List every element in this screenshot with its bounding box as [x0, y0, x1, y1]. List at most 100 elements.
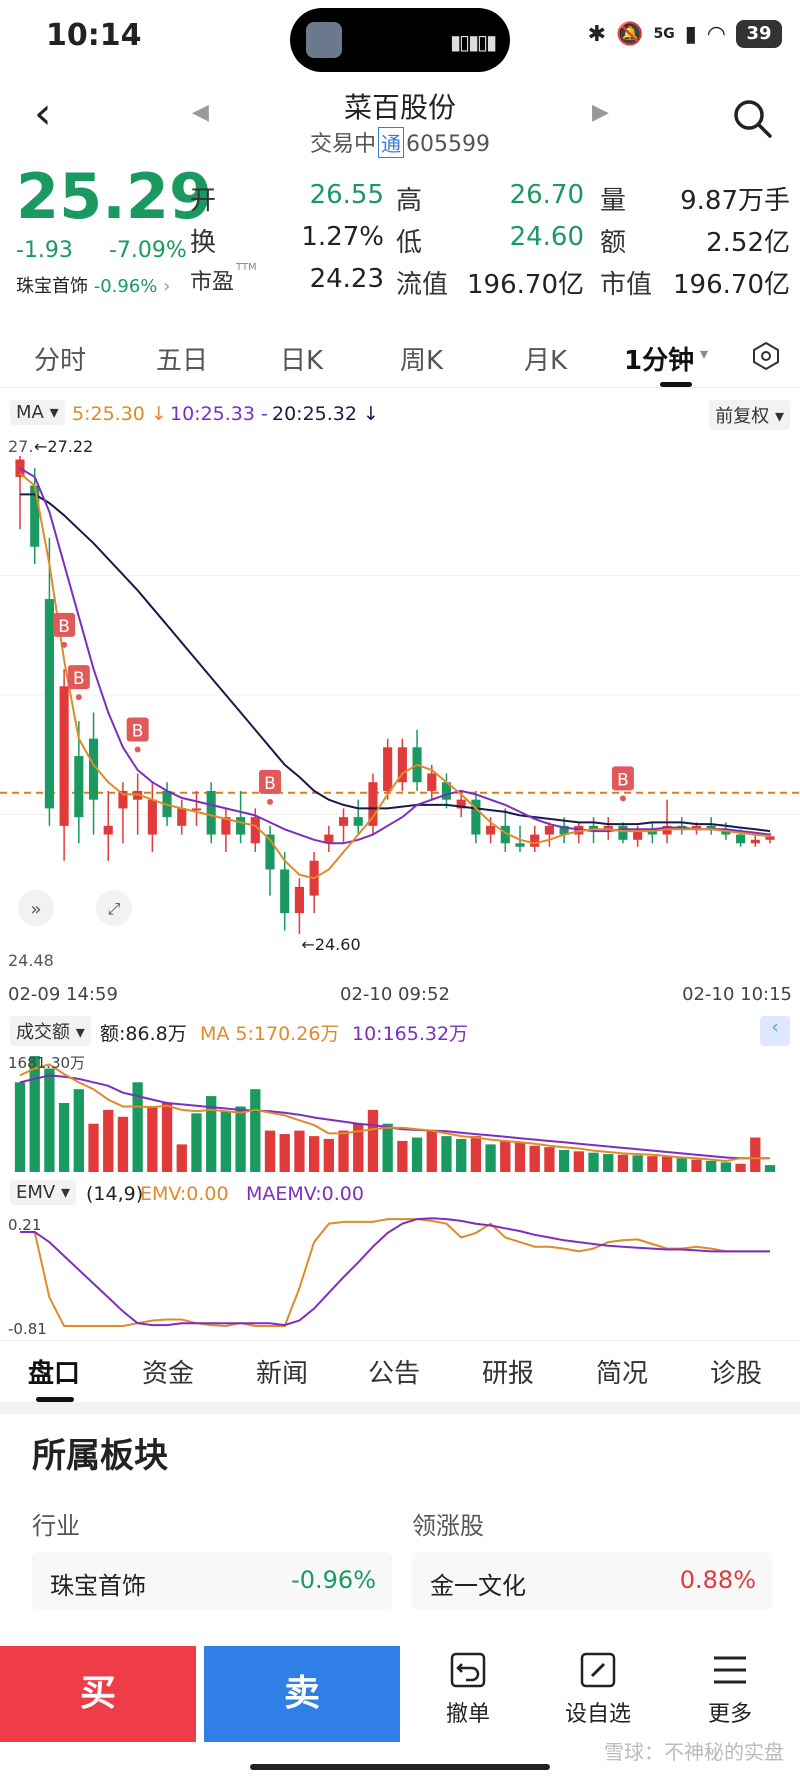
- candlestick-chart[interactable]: B B B B B 27. ←27.22 ←24.60 24.48 » ⤢: [0, 434, 800, 974]
- buy-button[interactable]: 买: [0, 1646, 196, 1742]
- adjust-text: 前复权: [715, 406, 770, 427]
- industry-name: 珠宝首饰: [50, 1572, 146, 1600]
- section-tab[interactable]: 诊股: [710, 1359, 763, 1389]
- period-tab[interactable]: 日K: [280, 346, 324, 376]
- add-watchlist-button[interactable]: 设自选: [548, 1650, 648, 1728]
- battery-icon: 39: [736, 20, 782, 48]
- industry-cell[interactable]: 珠宝首饰 -0.96%: [32, 1552, 392, 1610]
- quote-value: 26.55: [309, 180, 384, 210]
- period-dropdown-icon[interactable]: ▾: [700, 344, 709, 363]
- more-button[interactable]: 更多: [680, 1650, 780, 1728]
- dynamic-island[interactable]: ▮▯▮▯▮: [290, 8, 510, 72]
- section-tab[interactable]: 盘口: [28, 1359, 81, 1389]
- emv-selector[interactable]: EMV ▾: [10, 1180, 76, 1205]
- high-marker: ←27.22: [34, 437, 93, 456]
- volume-bar: [720, 1162, 732, 1172]
- price-change: -1.93 -7.09%: [16, 238, 187, 263]
- section-tab[interactable]: 资金: [142, 1359, 195, 1389]
- candle-body: [530, 834, 540, 847]
- volume-bar: [103, 1109, 114, 1172]
- ma20-text: 20:25.32: [272, 403, 357, 425]
- ma-name: MA: [16, 402, 44, 423]
- volume-bar: [735, 1163, 746, 1172]
- tong-badge: 通: [378, 127, 405, 158]
- candle-body: [706, 825, 716, 830]
- price-axis-bottom: 24.48: [8, 951, 54, 970]
- buy-signal-label: B: [58, 617, 70, 637]
- change-value: -1.93: [16, 238, 73, 263]
- volume-bar: [161, 1103, 173, 1172]
- edit-icon: [580, 1652, 616, 1688]
- section-tab[interactable]: 简况: [596, 1359, 649, 1389]
- period-tab[interactable]: 分时: [34, 346, 87, 376]
- candle-body: [74, 756, 84, 818]
- quote-value: 9.87万手: [680, 186, 790, 216]
- volume-bar: [544, 1147, 555, 1172]
- volume-bar: [647, 1156, 658, 1172]
- section-tab[interactable]: 新闻: [256, 1359, 309, 1389]
- candle-body: [500, 825, 510, 844]
- collapse-chevron-icon[interactable]: ‹: [760, 1016, 790, 1046]
- back-arrow-icon[interactable]: ‹: [34, 88, 52, 139]
- home-indicator[interactable]: [250, 1764, 550, 1770]
- volume-bar: [147, 1106, 158, 1172]
- candle-body: [294, 886, 304, 914]
- cancel-order-label: 撤单: [445, 1702, 490, 1727]
- wifi-icon: ◠: [706, 21, 726, 47]
- volume-bar: [308, 1136, 320, 1172]
- volume-bar: [588, 1152, 599, 1172]
- price-axis-top: 27.: [8, 437, 33, 456]
- prev-stock-icon[interactable]: ◀: [192, 100, 209, 125]
- cancel-order-button[interactable]: 撤单: [418, 1650, 518, 1728]
- emv-chart[interactable]: 0.21 -0.81: [0, 1212, 800, 1342]
- trading-status: 交易中: [310, 132, 377, 157]
- volume-bar: [750, 1137, 761, 1172]
- sell-button[interactable]: 卖: [204, 1646, 400, 1742]
- ma-legend: MA ▾ 5:25.30 ↓ 10:25.33 - 20:25.32 ↓ 前复权…: [0, 398, 800, 434]
- emv-legend: EMV ▾ (14,9) EMV:0.00 MAEMV:0.00: [0, 1180, 800, 1210]
- settings-hexagon-icon[interactable]: [750, 340, 782, 372]
- ma20-value: 20:25.32 ↓: [272, 403, 379, 425]
- period-tab[interactable]: 五日: [156, 346, 209, 376]
- volume-ma10: 10:165.32万: [352, 1023, 469, 1045]
- candle-body: [588, 825, 599, 830]
- low-marker: ←24.60: [301, 935, 360, 954]
- quote-label: 换: [190, 228, 217, 258]
- volume-bar: [132, 1082, 143, 1172]
- period-tab[interactable]: 1分钟: [624, 346, 695, 376]
- menu-icon: [714, 1656, 746, 1684]
- volume-selector[interactable]: 成交额 ▾: [10, 1016, 91, 1046]
- maemv-value: MAEMV:0.00: [246, 1183, 364, 1205]
- volume-bar: [294, 1130, 305, 1172]
- section-tab[interactable]: 公告: [368, 1359, 421, 1389]
- quote-label: 开: [190, 186, 217, 216]
- volume-bar: [691, 1159, 702, 1172]
- volume-bar: [661, 1156, 673, 1172]
- ma-selector[interactable]: MA ▾: [10, 400, 65, 425]
- search-icon[interactable]: [730, 96, 774, 140]
- candle-body: [765, 836, 775, 840]
- adjust-selector[interactable]: 前复权 ▾: [709, 400, 790, 430]
- quote-label-sup: TTM: [236, 262, 257, 273]
- candle-body: [59, 686, 69, 826]
- section-tab[interactable]: 研报: [482, 1359, 535, 1389]
- leader-cell[interactable]: 金一文化 0.88%: [412, 1552, 772, 1610]
- leader-pct: 0.88%: [679, 1566, 756, 1594]
- emv-name: EMV: [16, 1182, 56, 1203]
- candle-body: [44, 599, 54, 809]
- change-percent: -7.09%: [108, 238, 187, 263]
- candle-body: [221, 817, 231, 835]
- maemv-line: [20, 1217, 770, 1327]
- buy-signal-dot: [61, 641, 68, 648]
- next-stock-icon[interactable]: ▶: [592, 100, 609, 125]
- sector-link[interactable]: 珠宝首饰 -0.96% ›: [16, 272, 170, 298]
- volume-chart[interactable]: 1681.30万: [0, 1046, 800, 1176]
- volume-ma5-line: [19, 1063, 770, 1163]
- period-tab[interactable]: 月K: [524, 346, 568, 376]
- stock-code: 605599: [406, 132, 490, 157]
- candle-body: [118, 790, 128, 809]
- ma5-line: [19, 472, 771, 880]
- volume-bar: [500, 1140, 511, 1172]
- period-tab[interactable]: 周K: [400, 346, 444, 376]
- ma20-line: [20, 493, 771, 833]
